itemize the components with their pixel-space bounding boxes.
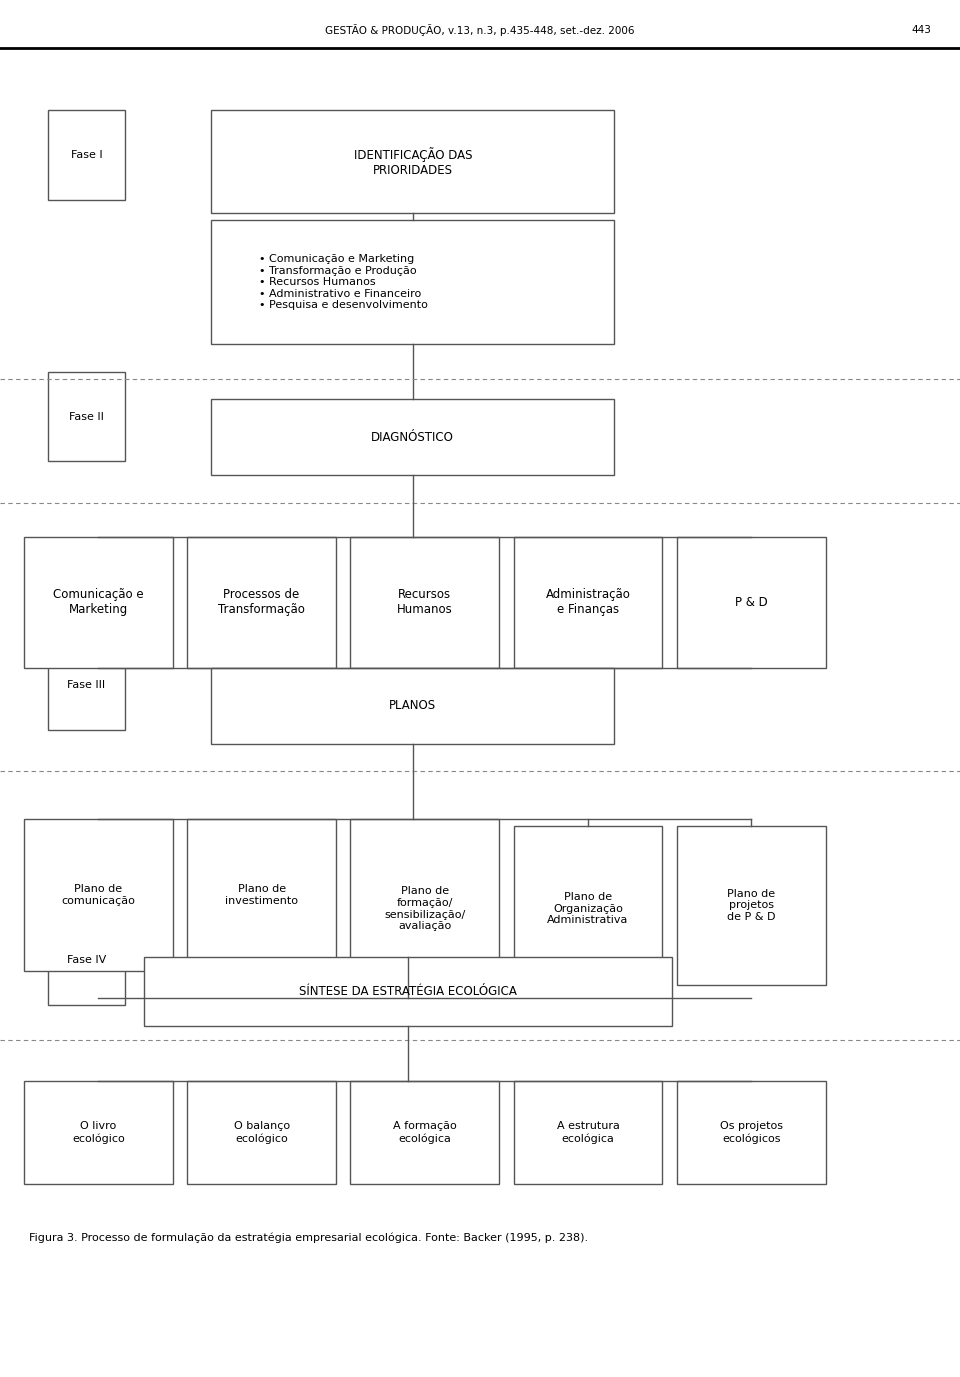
FancyBboxPatch shape (350, 1081, 499, 1184)
FancyBboxPatch shape (677, 1081, 826, 1184)
Text: IDENTIFICAÇÃO DAS
PRIORIDADES: IDENTIFICAÇÃO DAS PRIORIDADES (353, 147, 472, 176)
Text: 443: 443 (911, 25, 931, 36)
Text: Recursos
Humanos: Recursos Humanos (396, 588, 453, 617)
Text: A estrutura
ecológica: A estrutura ecológica (557, 1121, 619, 1144)
FancyBboxPatch shape (514, 1081, 662, 1184)
FancyBboxPatch shape (677, 537, 826, 668)
Text: Fase I: Fase I (71, 150, 102, 160)
Text: Fase IV: Fase IV (67, 956, 106, 965)
FancyBboxPatch shape (187, 1081, 336, 1184)
Text: Fase II: Fase II (69, 412, 104, 421)
Text: PLANOS: PLANOS (389, 700, 437, 712)
Text: Plano de
Organização
Administrativa: Plano de Organização Administrativa (547, 892, 629, 925)
FancyBboxPatch shape (24, 819, 173, 971)
Text: Plano de
comunicação: Plano de comunicação (61, 884, 135, 906)
Text: Plano de
projetos
de P & D: Plano de projetos de P & D (727, 888, 776, 923)
FancyBboxPatch shape (48, 372, 125, 461)
FancyBboxPatch shape (187, 819, 336, 971)
Text: Fase III: Fase III (67, 680, 106, 690)
Text: SÍNTESE DA ESTRATÉGIA ECOLÓGICA: SÍNTESE DA ESTRATÉGIA ECOLÓGICA (300, 985, 516, 998)
Text: O livro
ecológico: O livro ecológico (72, 1121, 125, 1144)
Text: • Comunicação e Marketing
• Transformação e Produção
• Recursos Humanos
• Admini: • Comunicação e Marketing • Transformaçã… (259, 255, 428, 310)
Text: Figura 3. Processo de formulação da estratégia empresarial ecológica. Fonte: Bac: Figura 3. Processo de formulação da estr… (29, 1232, 588, 1243)
FancyBboxPatch shape (187, 537, 336, 668)
FancyBboxPatch shape (514, 537, 662, 668)
FancyBboxPatch shape (211, 668, 614, 744)
Text: Comunicação e
Marketing: Comunicação e Marketing (53, 588, 144, 617)
Text: DIAGNÓSTICO: DIAGNÓSTICO (372, 431, 454, 443)
FancyBboxPatch shape (144, 957, 672, 1026)
Text: P & D: P & D (734, 596, 768, 609)
Text: Plano de
investimento: Plano de investimento (225, 884, 299, 906)
FancyBboxPatch shape (350, 537, 499, 668)
FancyBboxPatch shape (677, 826, 826, 985)
FancyBboxPatch shape (211, 110, 614, 213)
FancyBboxPatch shape (514, 826, 662, 991)
Text: Administração
e Finanças: Administração e Finanças (545, 588, 631, 617)
FancyBboxPatch shape (24, 1081, 173, 1184)
Text: GESTÃO & PRODUÇÃO, v.13, n.3, p.435-448, set.-dez. 2006: GESTÃO & PRODUÇÃO, v.13, n.3, p.435-448,… (325, 25, 635, 36)
Text: Processos de
Transformação: Processos de Transformação (218, 588, 305, 617)
FancyBboxPatch shape (350, 819, 499, 998)
FancyBboxPatch shape (211, 399, 614, 475)
FancyBboxPatch shape (48, 640, 125, 730)
FancyBboxPatch shape (24, 537, 173, 668)
Text: Plano de
formação/
sensibilização/
avaliação: Plano de formação/ sensibilização/ avali… (384, 887, 466, 931)
Text: A formação
ecológica: A formação ecológica (393, 1121, 457, 1144)
FancyBboxPatch shape (211, 220, 614, 344)
FancyBboxPatch shape (48, 110, 125, 200)
Text: O balanço
ecológico: O balanço ecológico (233, 1121, 290, 1144)
FancyBboxPatch shape (48, 916, 125, 1005)
Text: Os projetos
ecológicos: Os projetos ecológicos (720, 1121, 782, 1144)
